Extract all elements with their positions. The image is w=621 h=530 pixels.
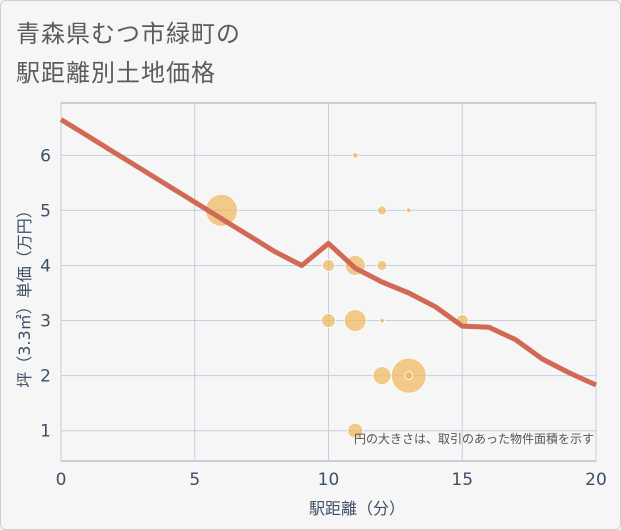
bubble-point-8 <box>376 260 388 271</box>
bubble-point-6 <box>347 422 364 439</box>
bubble-point-5 <box>343 309 367 332</box>
y-tick-label: 3 <box>40 312 51 332</box>
bubble-point-2 <box>321 313 336 328</box>
y-tick-label: 6 <box>40 146 51 166</box>
x-tick-label: 20 <box>585 470 607 490</box>
bubble-point-9 <box>379 317 385 324</box>
bubble-point-1 <box>322 259 335 272</box>
bubble-point-13 <box>404 371 414 381</box>
y-tick-label: 4 <box>40 256 51 276</box>
x-tick-label: 0 <box>56 470 67 490</box>
y-tick-label: 2 <box>40 367 51 387</box>
trend-line <box>59 117 598 388</box>
chart-title: 青森県むつ市緑町の <box>16 20 241 48</box>
bubble-point-7 <box>377 205 387 216</box>
chart-subtitle: 駅距離別土地価格 <box>16 59 216 87</box>
y-axis-label: 坪（3.3㎡）単価（万円） <box>15 202 34 387</box>
bubble-point-11 <box>405 207 412 214</box>
tick-labels: 0 5 10 15 20 1 2 3 4 5 6 <box>40 146 607 490</box>
x-axis-label: 駅距離（分） <box>309 499 405 518</box>
y-tick-label: 1 <box>40 422 51 442</box>
bubble-point-10 <box>372 366 392 386</box>
trend-series <box>59 117 598 388</box>
grid <box>60 102 597 462</box>
x-tick-label: 5 <box>189 470 200 490</box>
bubble-point-3 <box>351 151 359 159</box>
size-note: 円の大きさは、取引のあった物件面積を示す <box>354 431 594 446</box>
y-tick-label: 5 <box>40 201 51 221</box>
x-tick-label: 10 <box>318 470 340 490</box>
x-tick-label: 15 <box>451 470 473 490</box>
